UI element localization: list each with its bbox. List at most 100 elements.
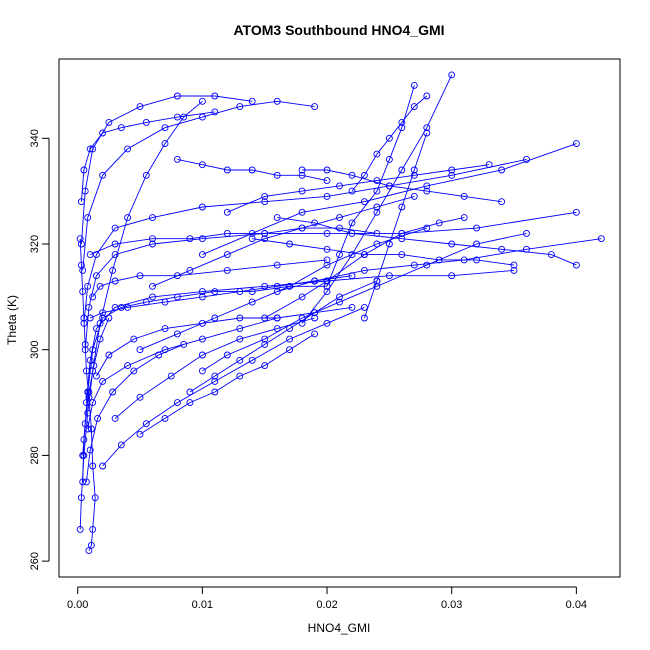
series-27 [248,235,518,269]
data-point [86,446,94,454]
series-17 [273,214,580,269]
series-line [252,238,515,266]
series-line [114,317,315,419]
data-point [90,362,98,370]
data-point [336,214,343,222]
data-point [173,113,181,121]
series-line [139,227,427,351]
data-point [198,319,206,327]
data-point [136,346,144,354]
data-point [348,219,356,227]
data-point [348,303,356,311]
data-point [86,251,94,259]
data-point [80,166,88,174]
data-point [423,92,431,100]
data-point [248,298,256,306]
series-line [301,74,453,324]
data-point [498,198,506,206]
data-point [117,441,125,449]
data-point [398,118,406,126]
series-line [84,211,577,350]
data-point [77,494,85,502]
data-point [223,208,231,216]
data-point [435,256,443,264]
data-point [248,166,256,174]
series-line [96,317,278,377]
y-tick-label: 260 [29,552,41,570]
data-point [360,171,368,179]
data-point [547,251,555,259]
data-point [236,288,244,296]
data-point [161,414,169,422]
data-point [130,335,138,343]
data-point [398,124,406,132]
data-point [198,251,206,259]
data-point [167,372,175,380]
data-point [410,166,418,174]
data-point [460,192,468,200]
data-point [448,166,456,174]
data-point [86,356,94,364]
data-point [448,171,456,179]
data-point [298,187,306,195]
data-point [198,351,206,359]
data-point [130,367,138,375]
series-25 [79,314,113,459]
data-point [273,214,281,222]
data-point [109,388,117,396]
series-28 [149,192,418,290]
data-point [77,240,85,248]
data-point [261,282,269,290]
data-point [211,377,219,385]
data-point [510,261,518,269]
data-point [223,229,231,237]
y-tick-label: 280 [29,446,41,464]
data-point [79,478,87,486]
data-point [385,182,393,190]
data-point [336,293,343,301]
series-line [80,95,253,245]
series-line [277,217,577,266]
data-point [173,155,181,163]
data-point [198,203,206,211]
data-point [348,272,356,280]
data-point [223,266,231,274]
series-14 [298,71,456,327]
data-point [298,171,306,179]
series-line [177,158,328,182]
data-point [111,277,119,285]
series-10 [99,303,368,470]
data-point [273,97,281,105]
series-line [326,85,415,287]
series-line [152,195,415,287]
data-point [323,288,331,296]
data-point [448,272,456,280]
data-point [286,282,294,290]
data-point [323,319,331,327]
data-point [109,266,117,274]
data-point [142,171,150,179]
data-point [124,303,132,311]
data-point [248,356,256,364]
data-point [198,113,206,121]
data-point [298,224,306,232]
data-point [373,208,381,216]
data-point [286,335,294,343]
series-line [82,100,315,271]
data-point [105,314,113,322]
data-point [360,198,368,206]
series-line [363,132,428,319]
series-34 [136,330,319,438]
x-tick-label: 0.01 [192,599,213,611]
data-point [448,240,456,248]
data-point [211,108,219,116]
data-point [85,388,93,396]
x-tick-label: 0.02 [316,599,337,611]
data-point [323,166,331,174]
data-point [286,325,294,333]
data-point [77,261,85,269]
data-point [161,298,169,306]
data-point [311,309,319,317]
data-point [473,256,481,264]
